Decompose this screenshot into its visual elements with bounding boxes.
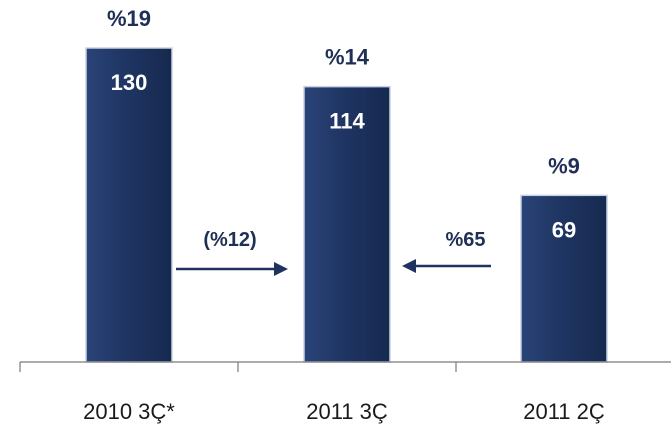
- bar-3: [520, 194, 608, 363]
- bar-2: [303, 85, 391, 363]
- labels: 130 %19 2010 3Ç* 114 %14 2011 3Ç 69 %9 2011 2Ç: [83, 6, 605, 424]
- category-label: 2011 2Ç: [523, 399, 605, 424]
- bars: [85, 47, 608, 363]
- change-label: %65: [445, 229, 485, 251]
- annotations: (%12) %65: [176, 229, 491, 276]
- arrow-right-icon: [274, 262, 288, 276]
- bar-percent-label: %9: [548, 153, 580, 178]
- category-label: 2010 3Ç*: [83, 399, 175, 424]
- bar-percent-label: %14: [325, 45, 370, 70]
- category-label: 2011 3Ç: [306, 399, 388, 424]
- bar-value-label: 130: [111, 70, 148, 95]
- change-annotation: %65: [402, 229, 491, 273]
- bar-value-label: 69: [552, 217, 576, 242]
- arrow-left-icon: [402, 259, 416, 273]
- change-label: (%12): [203, 229, 256, 251]
- bar-value-label: 114: [329, 109, 365, 134]
- change-annotation: (%12): [176, 229, 288, 276]
- x-axis: [19, 361, 671, 372]
- bar-1: [85, 47, 173, 363]
- bar-percent-label: %19: [107, 6, 151, 31]
